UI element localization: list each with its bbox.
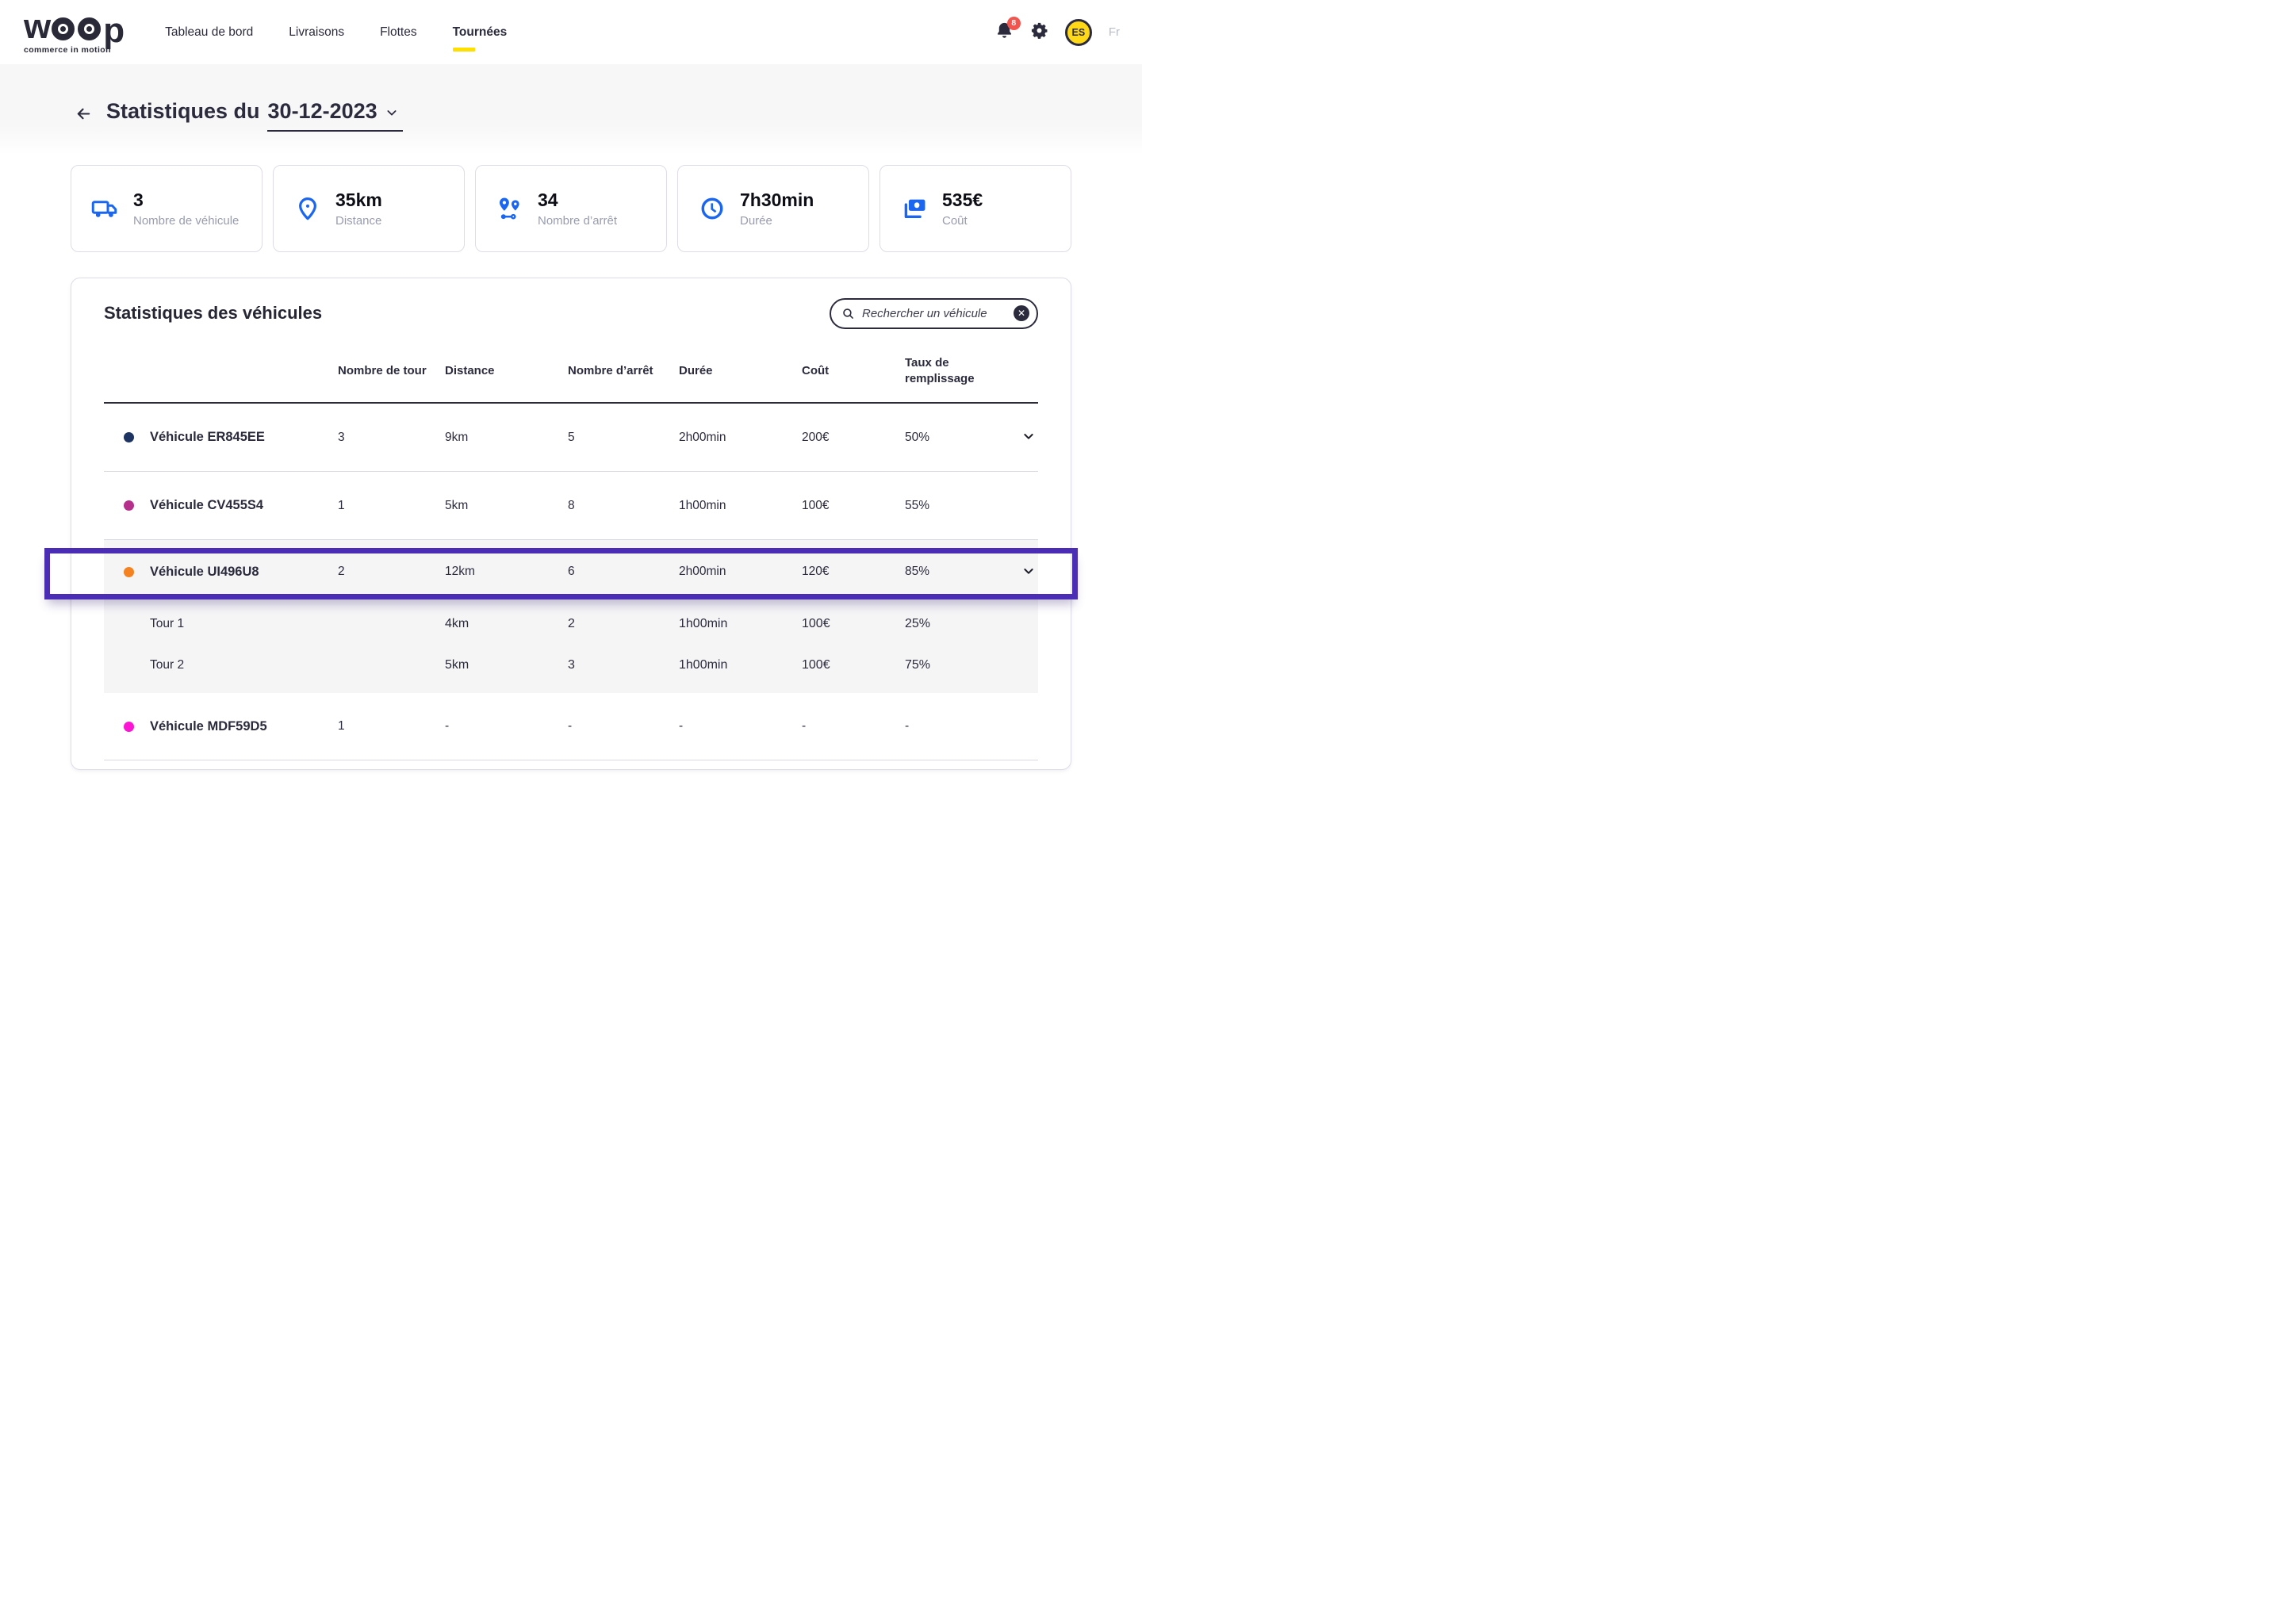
- woop-logo[interactable]: w p commerce in motion: [24, 10, 123, 55]
- table-subrow-tour-1: Tour 1 4km 2 1h00min 100€ 25%: [104, 603, 1038, 645]
- collapse-row-button[interactable]: [1022, 565, 1035, 580]
- date-selector[interactable]: 30-12-2023: [267, 99, 403, 132]
- clock-icon: [698, 194, 726, 223]
- kpi-card-duration: 7h30min Durée: [677, 165, 869, 252]
- vehicle-color-dot: [124, 722, 134, 732]
- nav-item-tableau-de-bord[interactable]: Tableau de bord: [165, 21, 253, 44]
- logo-o-icon: [78, 17, 101, 40]
- stops-route-icon: [496, 194, 524, 223]
- search-input[interactable]: [862, 307, 1006, 320]
- kpi-value: 535€: [942, 190, 983, 210]
- expanded-vehicle-group: Véhicule UI496U8 2 12km 6 2h00min 120€ 8…: [104, 540, 1038, 693]
- card-title: Statistiques des véhicules: [104, 303, 322, 324]
- nav-item-flottes[interactable]: Flottes: [380, 21, 417, 44]
- kpi-value: 7h30min: [740, 190, 814, 210]
- back-button[interactable]: [75, 105, 93, 125]
- column-header-duration: Durée: [679, 363, 802, 379]
- kpi-card-stops: 34 Nombre d’arrêt: [475, 165, 667, 252]
- arrow-left-icon: [75, 105, 93, 125]
- truck-icon: [91, 194, 120, 223]
- map-pin-icon: [293, 194, 322, 223]
- kpi-value: 34: [538, 190, 617, 210]
- notifications-button[interactable]: 8: [995, 21, 1014, 44]
- search-icon: [841, 307, 855, 320]
- kpi-label: Nombre d’arrêt: [538, 214, 617, 228]
- nav-item-livraisons[interactable]: Livraisons: [289, 21, 344, 44]
- kpi-label: Durée: [740, 214, 814, 228]
- column-header-cost: Coût: [802, 363, 905, 379]
- vehicle-search: ✕: [830, 298, 1038, 329]
- table-row-vehicle-ER845EE[interactable]: Véhicule ER845EE 3 9km 5 2h00min 200€ 50…: [104, 404, 1038, 472]
- main-nav: Tableau de bord Livraisons Flottes Tourn…: [165, 21, 507, 44]
- nav-item-tournees[interactable]: Tournées: [453, 21, 508, 44]
- notification-badge: 8: [1007, 17, 1021, 30]
- kpi-label: Coût: [942, 214, 983, 228]
- chevron-down-icon: [1022, 565, 1035, 580]
- kpi-value: 35km: [335, 190, 382, 210]
- kpi-card-distance: 35km Distance: [273, 165, 465, 252]
- page-title-band: Statistiques du 30-12-2023: [0, 64, 1142, 155]
- logo-tagline: commerce in motion: [24, 45, 111, 55]
- page-title: Statistiques du 30-12-2023: [106, 99, 403, 132]
- vehicle-color-dot: [124, 567, 134, 577]
- kpi-cards-row: 3 Nombre de véhicule 35km Distance 34 No…: [71, 165, 1071, 252]
- vehicle-color-dot: [124, 432, 134, 442]
- column-header-tours: Nombre de tour: [338, 363, 445, 379]
- clear-search-button[interactable]: ✕: [1014, 305, 1029, 321]
- top-navigation-bar: w p commerce in motion Tableau de bord L…: [0, 0, 1142, 64]
- kpi-label: Nombre de véhicule: [133, 214, 239, 228]
- table-row-vehicle-MDF59D5[interactable]: Véhicule MDF59D5 1 - - - - -: [104, 693, 1038, 760]
- table-subrow-tour-2: Tour 2 5km 3 1h00min 100€ 75%: [104, 645, 1038, 686]
- table-row-vehicle-UI496U8[interactable]: Véhicule UI496U8 2 12km 6 2h00min 120€ 8…: [104, 540, 1038, 603]
- column-header-fill-rate: Taux de remplissage: [905, 355, 1004, 388]
- language-switcher[interactable]: Fr: [1109, 25, 1120, 39]
- gear-icon: [1030, 21, 1048, 44]
- header-actions: 8 ES Fr: [995, 19, 1120, 46]
- table-row-vehicle-CV455S4[interactable]: Véhicule CV455S4 1 5km 8 1h00min 100€ 55…: [104, 472, 1038, 540]
- kpi-value: 3: [133, 190, 239, 210]
- expand-row-button[interactable]: [1022, 430, 1035, 445]
- banknote-icon: [900, 194, 929, 223]
- logo-o-icon: [52, 17, 75, 40]
- chevron-down-icon: [1022, 430, 1035, 445]
- kpi-card-vehicles: 3 Nombre de véhicule: [71, 165, 263, 252]
- statistics-page: w p commerce in motion Tableau de bord L…: [0, 0, 1142, 812]
- column-header-distance: Distance: [445, 363, 568, 379]
- settings-button[interactable]: [1030, 21, 1048, 44]
- table-header-row: Nombre de tour Distance Nombre d’arrêt D…: [104, 340, 1038, 404]
- vehicle-color-dot: [124, 500, 134, 511]
- chevron-down-icon: [385, 106, 398, 119]
- vehicle-statistics-card: Statistiques des véhicules ✕ Nombre de t…: [71, 278, 1071, 770]
- kpi-card-cost: 535€ Coût: [879, 165, 1071, 252]
- bell-icon: [995, 29, 1014, 43]
- column-header-stops: Nombre d’arrêt: [568, 363, 679, 379]
- selected-date: 30-12-2023: [268, 99, 377, 124]
- avatar[interactable]: ES: [1065, 19, 1092, 46]
- kpi-label: Distance: [335, 214, 382, 228]
- woop-logo-wordmark: w p: [24, 10, 123, 44]
